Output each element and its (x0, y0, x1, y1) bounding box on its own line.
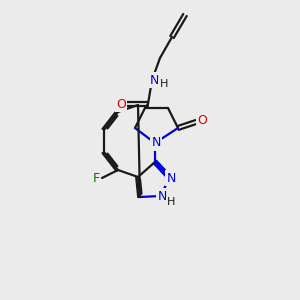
Text: O: O (197, 115, 207, 128)
Text: O: O (116, 98, 126, 110)
Text: N: N (149, 74, 159, 86)
Text: H: H (160, 79, 168, 89)
Text: N: N (166, 172, 176, 184)
Text: N: N (151, 136, 161, 149)
Text: N: N (157, 190, 167, 202)
Text: F: F (92, 172, 100, 185)
Text: H: H (167, 197, 175, 207)
